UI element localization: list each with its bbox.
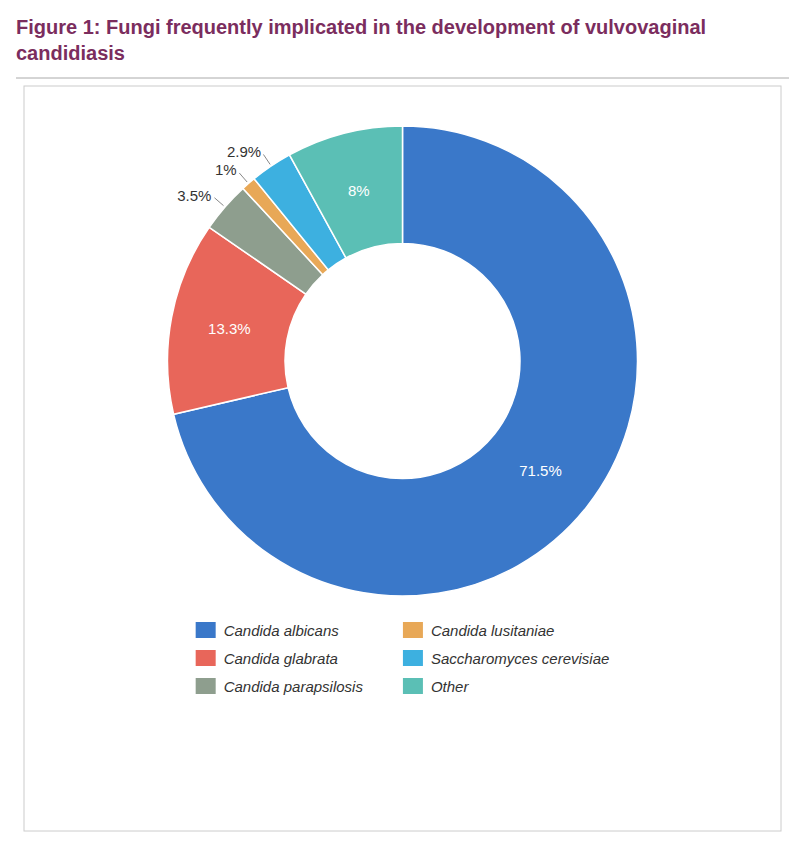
legend-swatch <box>403 650 423 666</box>
legend-label: Candida albicans <box>224 622 340 639</box>
data-labels: 71.5% 13.3% 3.5%1%2.9% 8% <box>177 143 562 479</box>
data-label: 13.3% <box>208 320 251 337</box>
legend: Candida albicans Candida glabrata Candida … <box>196 622 610 695</box>
legend-swatch <box>403 678 423 694</box>
slice <box>289 126 402 258</box>
leader-line <box>263 154 270 164</box>
chart-box <box>24 86 781 831</box>
legend-label: Candida parapsilosis <box>224 678 364 695</box>
legend-label: Candida glabrata <box>224 650 338 667</box>
legend-label: Candida lusitaniae <box>431 622 554 639</box>
legend-swatch <box>196 678 216 694</box>
legend-label: Other <box>431 678 470 695</box>
data-label: 1% <box>215 161 237 178</box>
legend-swatch <box>196 650 216 666</box>
data-label: 71.5% <box>519 462 562 479</box>
separator <box>16 78 789 79</box>
chart-container: Figure 1: Fungi frequently implicated in… <box>0 0 805 841</box>
legend-label: Saccharomyces cerevisiae <box>431 650 609 667</box>
leader-line <box>214 198 223 206</box>
legend-swatch <box>403 622 423 638</box>
title: Figure 1: Fungi frequently implicated in… <box>16 16 706 64</box>
legend-swatch <box>196 622 216 638</box>
data-label: 3.5% <box>177 187 211 204</box>
slices <box>168 126 638 596</box>
leader-line <box>239 173 247 182</box>
chart: Figure 1: Fungi frequently implicated in… <box>0 0 805 841</box>
data-label: 2.9% <box>227 143 261 160</box>
data-label: 8% <box>348 182 370 199</box>
